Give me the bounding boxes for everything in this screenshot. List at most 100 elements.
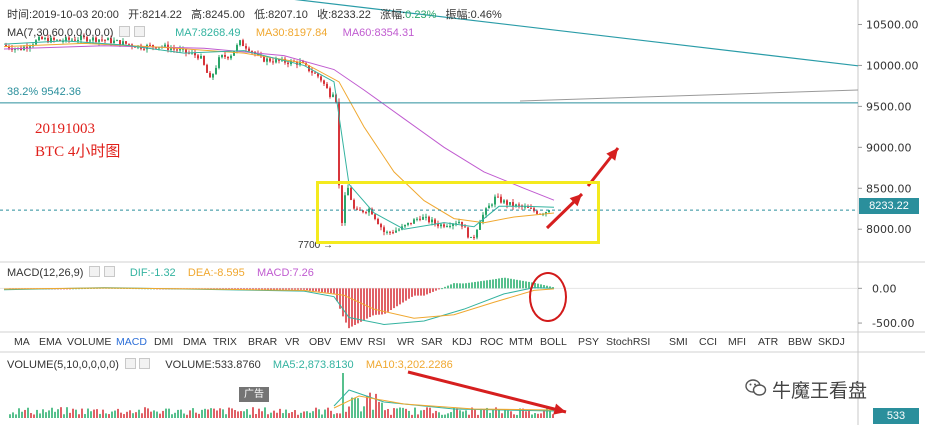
volume-bar [147,408,149,418]
macd-bar [462,283,464,289]
tab-ma[interactable]: MA [14,336,30,348]
tab-vr[interactable]: VR [285,336,300,348]
ma-close-icon[interactable] [133,26,145,37]
volume-bar [33,414,35,418]
macd-bar [243,288,245,290]
macd-bar [246,288,248,290]
volume-close-icon[interactable] [139,358,151,369]
ma-settings-icon[interactable] [119,26,131,37]
tab-stochrsi[interactable]: StochRSI [606,336,651,348]
tab-skdj[interactable]: SKDJ [818,336,845,348]
macd-bar [291,288,293,290]
macd-bar [351,288,353,327]
candle-body [242,40,244,47]
candle-body [134,46,136,48]
candle-body [440,224,442,227]
volume-bar [174,412,176,418]
volume-bar [9,414,11,418]
tab-macd[interactable]: MACD [116,336,147,348]
volume-bar [186,414,188,418]
candle-body [488,205,490,209]
tab-roc[interactable]: ROC [480,336,504,348]
candle-body [491,204,493,206]
volume-bar [423,409,425,418]
macd-bar [468,282,470,289]
candle-body [422,217,424,220]
candle-body [299,61,301,65]
volume-decline-arrow-head [553,403,566,415]
tab-rsi[interactable]: RSI [368,336,386,348]
price-axis-label: 8000.00 [866,223,912,236]
volume-bar [225,414,227,418]
volume-bar [222,409,224,418]
price-axis-label: 9000.00 [866,141,912,154]
tab-atr[interactable]: ATR [758,336,779,348]
volume-bar [96,409,98,418]
tab-ema[interactable]: EMA [39,336,62,348]
volume-bar [108,414,110,418]
volume-bar [249,414,251,418]
candle-body [98,39,100,42]
volume-settings-icon[interactable] [124,358,136,369]
candle-body [530,207,532,209]
tab-wr[interactable]: WR [397,336,415,348]
tab-boll[interactable]: BOLL [540,336,567,348]
tab-bbw[interactable]: BBW [788,336,812,348]
volume-bar [492,409,494,418]
candle-body [269,58,271,62]
candle-body [287,62,289,65]
tab-brar[interactable]: BRAR [248,336,278,348]
candle-body [227,56,229,59]
tab-smi[interactable]: SMI [669,336,688,348]
tab-psy[interactable]: PSY [578,336,600,348]
tab-volume[interactable]: VOLUME [67,336,112,348]
tab-emv[interactable]: EMV [340,336,363,348]
tab-mtm[interactable]: MTM [509,336,533,348]
ma-legend: MA(7,30,60,0,0,0,0,0) MA7:8268.49 MA30:8… [7,25,414,39]
volume-bar [456,408,458,418]
candle-body [38,36,40,41]
macd-bar [279,288,281,290]
candle-body [500,196,502,203]
tab-dma[interactable]: DMA [183,336,207,348]
tab-dmi[interactable]: DMI [154,336,174,348]
macd-close-icon[interactable] [103,266,115,277]
candle-body [224,55,226,57]
volume-bar [432,413,434,418]
volume-bar [297,414,299,418]
tab-trix[interactable]: TRIX [213,336,237,348]
volume-bar [384,410,386,418]
tab-kdj[interactable]: KDJ [452,336,472,348]
volume-bar [81,408,83,418]
macd-bar [255,288,257,290]
ad-badge[interactable]: 广告 [239,387,269,402]
volume-bar [21,411,23,418]
candle-body [152,44,154,47]
ma7-line [3,40,555,230]
macd-bar [369,288,371,318]
volume-bar [159,413,161,418]
candle-body [272,61,274,63]
volume-bar [228,407,230,418]
volume-bar [72,408,74,418]
candle-body [221,55,223,58]
tab-cci[interactable]: CCI [699,336,718,348]
candle-body [338,101,340,186]
volume-bar [264,407,266,418]
candle-body [92,37,94,41]
volume-bar [399,407,401,418]
candle-body [425,216,427,218]
volume-bar [165,408,167,418]
tab-mfi[interactable]: MFI [728,336,747,348]
macd-bar [423,288,425,296]
candle-body [113,40,115,44]
macd-bar [420,288,422,296]
candle-body [179,49,181,51]
tab-obv[interactable]: OBV [309,336,332,348]
volume-bar [513,414,515,418]
volume-bar [240,411,242,418]
macd-settings-icon[interactable] [89,266,101,277]
tab-sar[interactable]: SAR [421,336,443,348]
macd-bar [360,288,362,322]
